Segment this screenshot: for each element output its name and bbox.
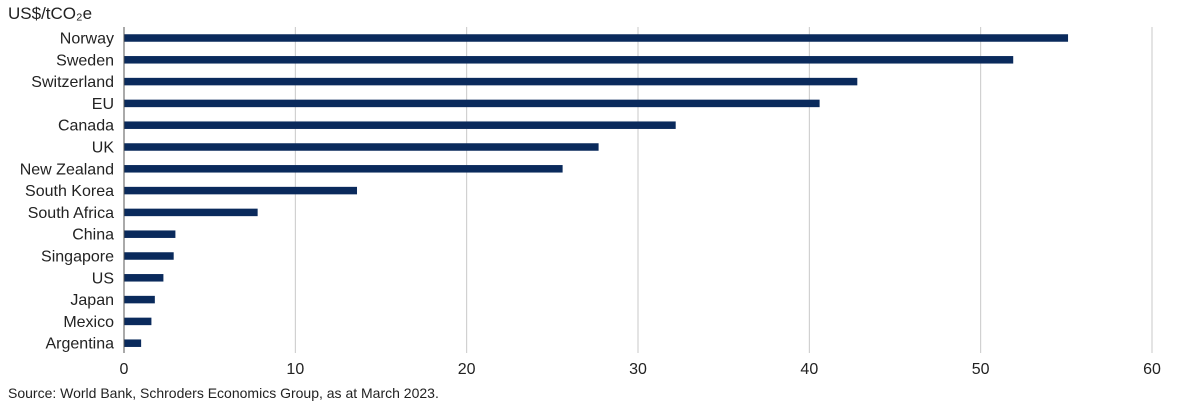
bar bbox=[124, 77, 858, 86]
category-label: Norway bbox=[60, 31, 114, 48]
category-label: UK bbox=[92, 140, 115, 157]
category-label: Singapore bbox=[41, 249, 114, 266]
category-label: Switzerland bbox=[31, 74, 114, 91]
bar bbox=[124, 230, 176, 238]
category-label: Japan bbox=[70, 292, 114, 309]
y-axis-unit-label: US$/tCO₂e bbox=[8, 4, 93, 23]
bar bbox=[124, 295, 155, 304]
grid-lines bbox=[294, 27, 1153, 353]
bar bbox=[124, 143, 599, 151]
horizontal-bar-chart: Norway Sweden Switzerland EU Canada UK New Zea… bbox=[20, 27, 1161, 378]
bar bbox=[124, 208, 258, 217]
bar bbox=[124, 339, 142, 347]
bar bbox=[124, 34, 1069, 42]
bar bbox=[124, 165, 563, 173]
category-label: US bbox=[92, 270, 114, 287]
bar bbox=[124, 317, 152, 326]
category-label: EU bbox=[92, 96, 114, 113]
category-labels: Norway Sweden Switzerland EU Canada UK New Zea… bbox=[20, 31, 115, 353]
category-label: South Korea bbox=[25, 183, 114, 200]
bar bbox=[124, 186, 358, 195]
bar bbox=[124, 56, 1014, 64]
bars bbox=[124, 34, 1069, 347]
x-tick-labels: 0 10 20 30 40 50 60 bbox=[120, 361, 1161, 378]
x-tick-label: 50 bbox=[972, 361, 990, 378]
x-tick-label: 20 bbox=[458, 361, 476, 378]
category-label: Canada bbox=[58, 118, 114, 135]
x-tick-label: 60 bbox=[1143, 361, 1161, 378]
category-label: South Africa bbox=[28, 205, 114, 222]
bar bbox=[124, 121, 676, 129]
category-label: China bbox=[72, 227, 114, 244]
x-tick-label: 40 bbox=[800, 361, 818, 378]
category-label: Sweden bbox=[56, 52, 114, 69]
bar bbox=[124, 252, 174, 260]
x-tick-label: 0 bbox=[120, 361, 129, 378]
bar bbox=[124, 274, 164, 282]
category-label: New Zealand bbox=[20, 161, 114, 178]
category-label: Argentina bbox=[46, 336, 115, 353]
x-tick-label: 30 bbox=[629, 361, 647, 378]
bar bbox=[124, 99, 820, 108]
x-tick-label: 10 bbox=[286, 361, 304, 378]
category-label: Mexico bbox=[63, 314, 114, 331]
source-note: Source: World Bank, Schroders Economics … bbox=[8, 385, 439, 401]
